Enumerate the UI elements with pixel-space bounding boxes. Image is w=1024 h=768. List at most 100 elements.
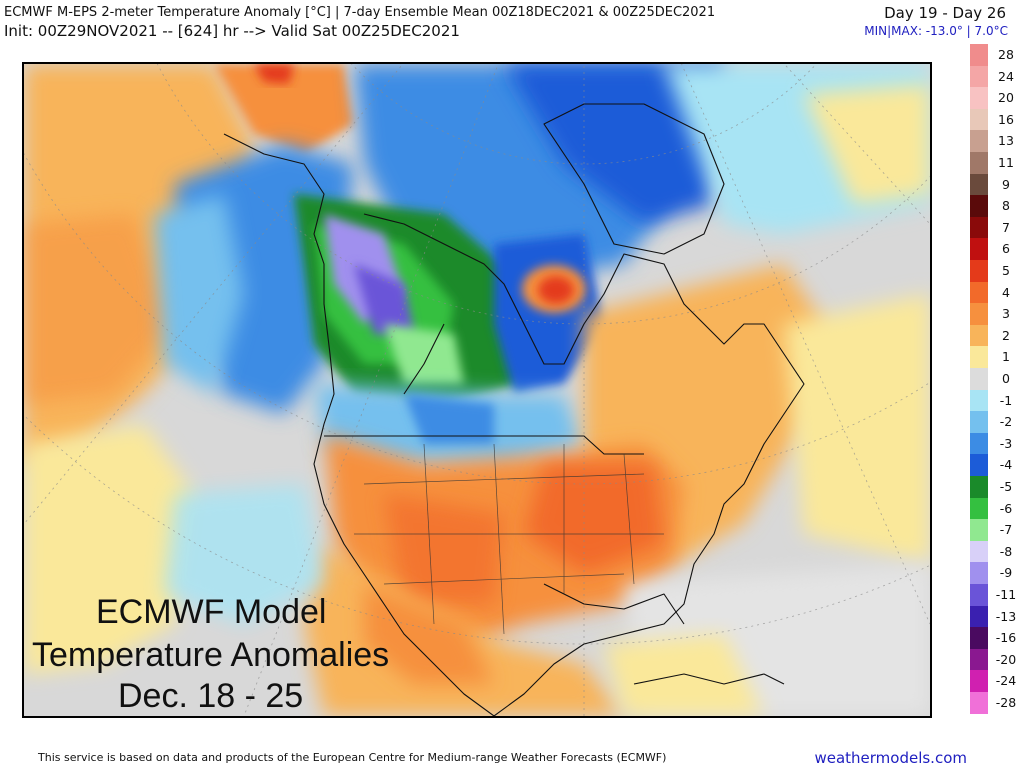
legend-label: 8 [1002,198,1010,214]
legend-label: -2 [999,414,1013,430]
map-init-valid-line: Init: 00Z29NOV2021 -- [624] hr --> Valid… [4,22,460,40]
legend-label: 1 [1002,349,1010,365]
legend-label: -3 [999,435,1013,451]
legend-label: -24 [995,673,1017,689]
color-legend: 28 24 20 16 13 11 9 8 7 6 5 4 3 2 1 0 -1 -2 -3 -4 -5 -6 -7 -8 -9… [966,44,1024,724]
legend-swatch [970,281,988,304]
legend-label: -8 [999,543,1013,559]
overlay-title-line1: ECMWF Model [96,593,327,631]
legend-label: -1 [999,392,1013,408]
legend-label: 2 [1002,327,1010,343]
legend-entry: -6 [966,497,1024,520]
legend-entry: 3 [966,303,1024,325]
legend-swatch [970,670,988,692]
legend-swatch [970,605,988,628]
legend-label: -13 [995,608,1017,624]
legend-entry: -1 [966,389,1024,412]
legend-label: 28 [998,47,1014,62]
legend-entry: -2 [966,411,1024,433]
legend-swatch [970,627,988,649]
legend-swatch [970,87,988,109]
legend-swatch [970,476,988,498]
legend-swatch [970,432,988,455]
legend-label: -5 [999,479,1013,494]
legend-label: 20 [998,90,1014,106]
legend-entry: 20 [966,87,1024,109]
legend-entry: 5 [966,260,1024,282]
legend-label: 11 [998,155,1014,170]
legend-entry: -8 [966,540,1024,563]
legend-swatch [970,454,988,476]
legend-label: 7 [1002,219,1010,235]
legend-swatch [970,216,988,239]
legend-swatch [970,540,988,563]
legend-swatch [970,303,988,325]
legend-swatch [970,324,988,347]
legend-label: 3 [1002,306,1010,322]
legend-label: 16 [998,111,1014,127]
day-range: Day 19 - Day 26 [884,4,1006,22]
legend-swatch [970,411,988,433]
legend-entry: -24 [966,670,1024,692]
legend-label: -20 [995,651,1017,667]
overlay-title-line2: Temperature Anomalies [32,636,390,674]
anomaly-map [22,62,932,718]
legend-swatch [970,152,988,174]
legend-swatch [970,692,988,714]
legend-label: 5 [1002,263,1010,278]
legend-entry: -13 [966,605,1024,628]
legend-swatch [970,368,988,390]
legend-entry: 9 [966,173,1024,196]
legend-entry: 4 [966,281,1024,304]
legend-label: 0 [1002,371,1010,386]
legend-swatch [970,195,988,217]
legend-label: -28 [995,695,1017,710]
legend-entry: 7 [966,216,1024,239]
anomaly-map-graphic [24,64,930,716]
legend-label: 6 [1002,241,1010,257]
legend-entry: 28 [966,44,1024,66]
legend-label: 4 [1002,284,1010,300]
map-title: ECMWF M-EPS 2-meter Temperature Anomaly … [4,5,716,20]
legend-label: -7 [999,522,1013,538]
legend-swatch [970,65,988,88]
legend-swatch [970,519,988,541]
legend-entry: -7 [966,519,1024,541]
legend-label: -4 [999,457,1013,473]
legend-label: -9 [999,565,1013,581]
legend-entry: -4 [966,454,1024,476]
legend-entry: 2 [966,324,1024,347]
min-max-readout: MIN|MAX: -13.0° | 7.0°C [864,24,1008,38]
legend-entry: -5 [966,476,1024,498]
footer-attribution: This service is based on data and produc… [38,751,667,764]
legend-label: -16 [995,630,1017,646]
legend-entry: -28 [966,692,1024,714]
footer-brand-link[interactable]: weathermodels.com [814,749,967,767]
legend-entry: 6 [966,238,1024,260]
legend-entry: 11 [966,152,1024,174]
legend-swatch [970,173,988,196]
legend-swatch [970,108,988,131]
legend-entry: 1 [966,346,1024,368]
overlay-date-range: Dec. 18 - 25 [118,677,304,715]
legend-entry: 16 [966,108,1024,131]
legend-swatch [970,130,988,152]
legend-entry: -9 [966,562,1024,584]
legend-swatch [970,346,988,368]
legend-swatch [970,562,988,584]
legend-label: 13 [998,133,1014,149]
legend-swatch [970,260,988,282]
legend-entry: 8 [966,195,1024,217]
legend-entry: -20 [966,648,1024,671]
legend-entry: 24 [966,65,1024,88]
legend-swatch [970,497,988,520]
legend-entry: 0 [966,368,1024,390]
legend-entry: 13 [966,130,1024,152]
legend-entry: -11 [966,584,1024,606]
legend-swatch [970,648,988,671]
legend-swatch [970,389,988,412]
legend-label: -6 [999,500,1013,516]
legend-swatch [970,584,988,606]
legend-entry: -3 [966,432,1024,455]
legend-swatch [970,44,988,66]
